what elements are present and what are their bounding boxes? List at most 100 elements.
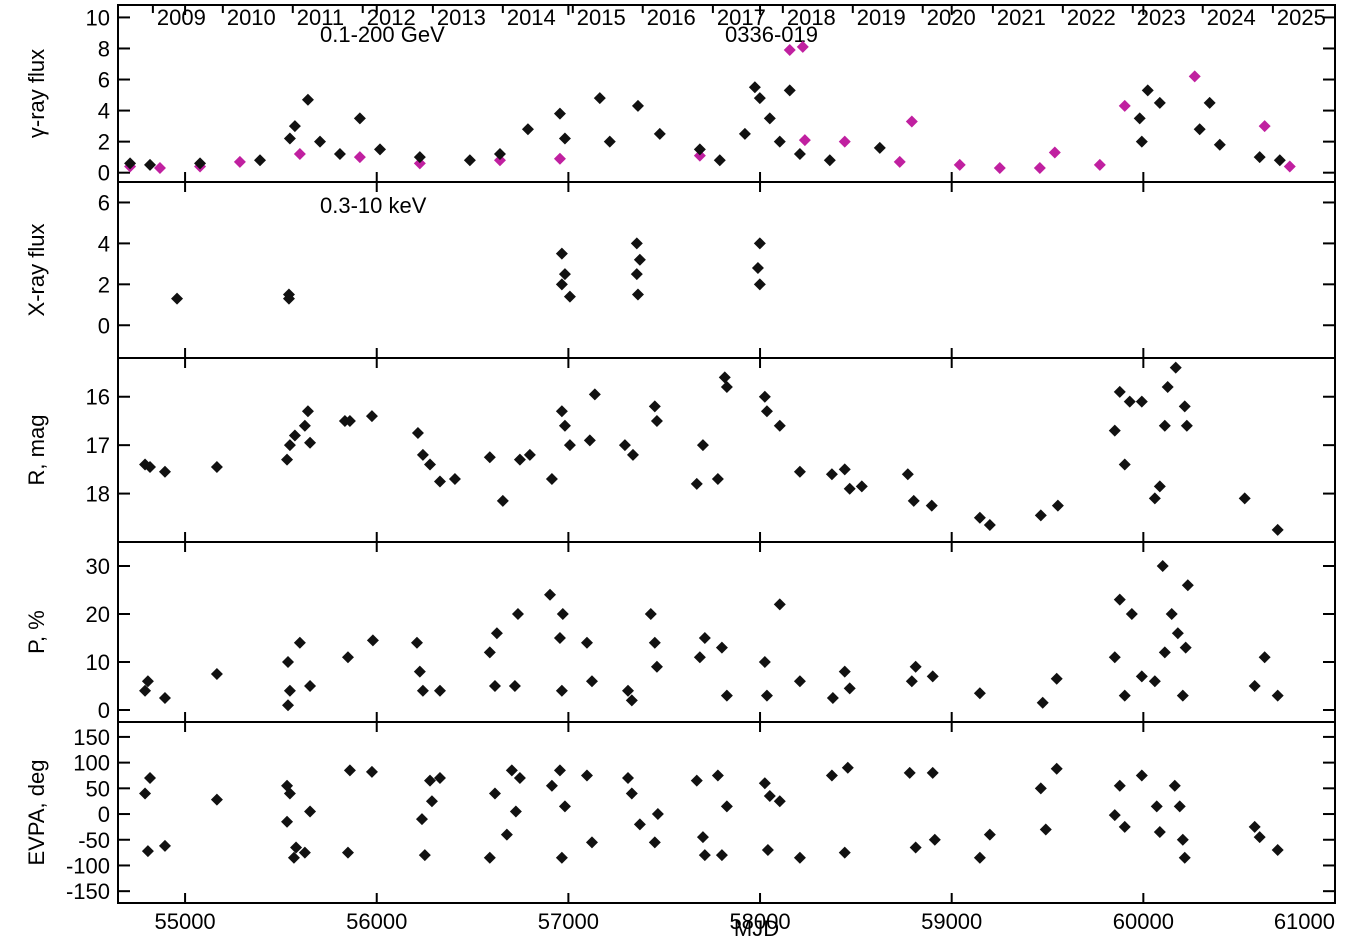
data-point (1283, 160, 1296, 173)
y-tick-label: 150 (73, 725, 110, 750)
year-label: 2018 (787, 5, 836, 30)
data-point (555, 247, 568, 260)
data-point (926, 766, 939, 779)
data-point (511, 608, 524, 620)
y-tick-label: 16 (86, 385, 110, 410)
data-point (365, 410, 378, 423)
data-point (648, 636, 661, 649)
data-point (1153, 96, 1166, 109)
year-label: 2020 (927, 5, 976, 30)
data-point (698, 632, 711, 644)
data-point (545, 779, 558, 792)
data-point (693, 149, 706, 162)
x-tick-label: 56000 (346, 909, 407, 934)
data-point (341, 651, 354, 664)
data-point (798, 134, 811, 147)
data-point (365, 765, 378, 778)
data-point (690, 774, 703, 787)
data-point (1253, 151, 1266, 164)
data-point (761, 844, 774, 857)
data-point (563, 439, 576, 452)
data-point (720, 800, 733, 813)
data-point (521, 123, 534, 136)
data-point (1178, 400, 1191, 413)
y-tick-label: -150 (66, 879, 110, 904)
x-tick-label: 61000 (1274, 909, 1335, 934)
data-point (893, 155, 906, 168)
data-point (298, 846, 311, 859)
y-tick-label: 10 (86, 5, 110, 30)
y-tick-label: 17 (86, 433, 110, 458)
data-point (281, 699, 294, 712)
data-point (298, 419, 311, 432)
data-point (283, 132, 296, 145)
x-tick-label: 57000 (538, 909, 599, 934)
data-point (993, 162, 1006, 175)
data-point (693, 651, 706, 664)
data-point (838, 665, 851, 678)
data-point (254, 154, 267, 167)
data-point (144, 772, 157, 785)
year-label: 2011 (297, 5, 344, 30)
data-point (124, 157, 137, 170)
data-point (139, 787, 152, 800)
data-point (433, 684, 446, 697)
data-point (288, 429, 301, 442)
y-tick-label: 0 (98, 698, 110, 723)
data-point (141, 675, 154, 688)
data-point (773, 135, 786, 148)
data-point (648, 400, 661, 413)
data-point (158, 839, 171, 852)
data-point (304, 680, 317, 692)
data-point (563, 290, 576, 303)
data-point (1050, 762, 1063, 775)
data-point (826, 692, 839, 704)
data-point (1108, 424, 1121, 437)
data-point (653, 127, 666, 140)
data-point (1051, 499, 1064, 512)
data-point (1238, 492, 1251, 505)
data-point (288, 120, 301, 133)
data-point (907, 494, 920, 507)
data-point (603, 135, 616, 148)
data-point (1193, 123, 1206, 136)
y-axis-label: X-ray flux (24, 224, 49, 317)
data-point (1048, 146, 1061, 159)
y-tick-label: 2 (98, 272, 110, 297)
year-label: 2015 (577, 5, 626, 30)
data-point (304, 436, 317, 449)
data-point (558, 268, 571, 281)
data-point (1118, 689, 1131, 702)
data-point (1271, 844, 1284, 857)
data-point (413, 157, 426, 170)
data-point (483, 646, 496, 659)
data-point (1158, 646, 1171, 659)
data-point (1180, 419, 1193, 432)
data-point (1108, 809, 1121, 822)
data-point (343, 414, 356, 427)
data-point (621, 772, 634, 785)
data-point (748, 81, 761, 94)
data-point (523, 448, 536, 461)
data-point (715, 849, 728, 862)
data-point (626, 448, 639, 461)
data-point (838, 135, 851, 148)
data-point (1135, 769, 1148, 782)
x-tick-label: 60000 (1113, 909, 1174, 934)
data-point (773, 795, 786, 808)
data-point (1181, 579, 1194, 592)
data-point (488, 680, 501, 692)
y-tick-label: 20 (86, 602, 110, 627)
data-point (1108, 651, 1121, 664)
data-point (301, 405, 314, 418)
data-point (1203, 96, 1216, 109)
data-point (973, 511, 986, 524)
data-point (738, 127, 751, 140)
y-tick-label: 6 (98, 68, 110, 93)
data-point (553, 107, 566, 120)
data-point (488, 787, 501, 800)
data-point (144, 460, 157, 473)
data-point (903, 766, 916, 779)
data-point (139, 684, 152, 697)
